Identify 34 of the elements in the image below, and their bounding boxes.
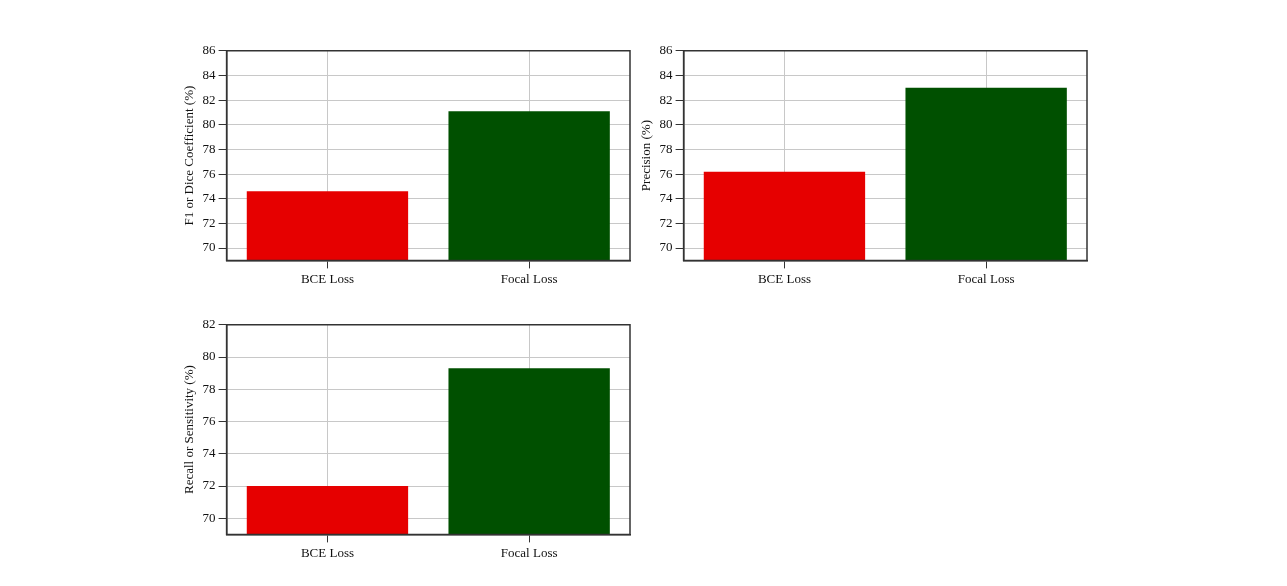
y-tick-label: 78 xyxy=(202,140,216,156)
y-tick-label: 86 xyxy=(659,42,674,58)
y-tick-label: 72 xyxy=(659,214,673,230)
y-tick-label: 72 xyxy=(202,214,216,230)
y-tick-label: 72 xyxy=(202,477,216,493)
y-axis-title: Precision (%) xyxy=(638,120,654,192)
y-axis-title: Recall or Sensitivity (%) xyxy=(181,365,197,495)
x-tick-label: Focal Loss xyxy=(957,270,1015,286)
y-tick-label: 84 xyxy=(659,66,674,82)
x-tick-label: Focal Loss xyxy=(500,270,558,286)
y-tick-label: 76 xyxy=(202,412,217,428)
y-tick-label: 76 xyxy=(659,165,674,181)
y-tick-label: 80 xyxy=(202,116,216,132)
y-tick-label: 74 xyxy=(202,190,217,206)
y-tick-label: 74 xyxy=(202,445,217,461)
y-tick-label: 76 xyxy=(202,165,217,181)
y-tick-label: 74 xyxy=(659,190,674,206)
y-tick-label: 78 xyxy=(202,380,216,396)
x-tick-label: Focal Loss xyxy=(500,544,558,560)
y-tick-label: 70 xyxy=(202,509,216,525)
y-tick-label: 82 xyxy=(202,91,216,107)
y-tick-label: 78 xyxy=(659,140,673,156)
y-tick-label: 70 xyxy=(202,239,216,255)
y-axis-title: F1 or Dice Coefficient (%) xyxy=(181,85,197,226)
y-tick-label: 80 xyxy=(659,116,673,132)
x-tick-label: BCE Loss xyxy=(300,270,354,286)
y-tick-label: 70 xyxy=(659,239,673,255)
y-tick-label: 84 xyxy=(202,66,217,82)
x-tick-label: BCE Loss xyxy=(300,544,354,560)
y-tick-label: 82 xyxy=(659,91,673,107)
y-tick-label: 86 xyxy=(202,42,217,58)
y-tick-label: 80 xyxy=(202,348,216,364)
x-tick-label: BCE Loss xyxy=(757,270,811,286)
y-tick-label: 82 xyxy=(202,316,216,332)
